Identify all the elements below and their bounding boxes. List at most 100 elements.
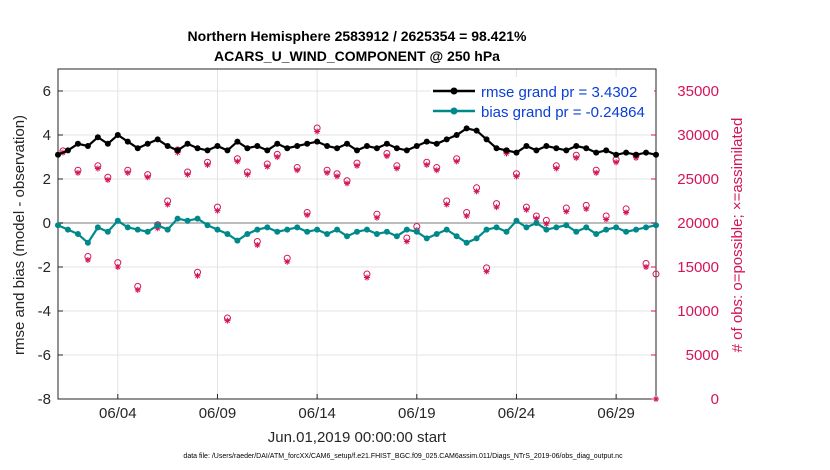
y-tick-label-left: 0 xyxy=(43,215,51,232)
assimilated-obs-point xyxy=(354,162,360,169)
rmse-point xyxy=(184,140,191,147)
assimilated-obs-point xyxy=(463,212,470,219)
assimilated-obs-point xyxy=(224,317,231,324)
rmse-point xyxy=(284,145,291,152)
assimilated-obs-point xyxy=(643,264,650,270)
assimilated-obs-point xyxy=(633,154,640,161)
rmse-point xyxy=(433,140,440,147)
bias-point xyxy=(653,222,659,229)
bias-point xyxy=(234,237,241,244)
bias-point xyxy=(274,228,281,235)
bias-point xyxy=(204,222,211,229)
assimilated-obs-point xyxy=(473,188,480,195)
bias-point xyxy=(134,226,141,233)
assimilated-obs-point xyxy=(254,242,261,248)
assimilated-obs-point xyxy=(124,169,131,176)
y-axis-label-left: rmse and bias (model - observation) xyxy=(11,115,28,355)
y-tick-label-left: 6 xyxy=(43,83,51,100)
rmse-point xyxy=(64,147,71,154)
bias-point xyxy=(194,215,201,222)
bias-point xyxy=(74,231,81,237)
bias-point xyxy=(473,235,480,242)
rmse-point xyxy=(643,149,650,156)
bias-point xyxy=(523,224,530,231)
rmse-point xyxy=(413,143,420,149)
bias-point xyxy=(214,226,221,233)
assimilated-obs-point xyxy=(194,272,201,279)
bias-point xyxy=(144,228,151,235)
rmse-point xyxy=(55,151,61,158)
rmse-point xyxy=(324,143,331,149)
bias-point xyxy=(423,235,430,242)
y-tick-label-left: -4 xyxy=(38,303,51,320)
assimilated-obs-point xyxy=(653,396,659,402)
bias-point xyxy=(224,231,231,237)
rmse-point xyxy=(144,140,151,147)
bias-point xyxy=(503,228,510,235)
assimilated-obs-point xyxy=(403,238,410,245)
assimilated-obs-point xyxy=(563,208,570,215)
bias-point xyxy=(383,228,390,235)
y-tick-label-left: -8 xyxy=(38,391,51,408)
bias-point xyxy=(304,228,311,235)
assimilated-obs-point xyxy=(234,158,241,165)
assimilated-obs-point xyxy=(314,128,321,135)
rmse-point xyxy=(94,134,101,141)
bias-point xyxy=(623,228,630,235)
assimilated-obs-point xyxy=(543,220,550,227)
assimilated-obs-point xyxy=(443,201,450,208)
y-tick-label-left: 4 xyxy=(43,127,51,144)
legend-rmse-marker xyxy=(450,87,458,95)
assimilated-obs-point xyxy=(363,274,370,281)
x-axis-label: Jun.01,2019 00:00:00 start xyxy=(268,429,447,446)
bias-point xyxy=(244,231,251,237)
x-tick-label: 06/24 xyxy=(498,405,536,422)
bias-point xyxy=(513,217,520,224)
rmse-point xyxy=(114,132,121,138)
bias-point xyxy=(453,233,460,240)
rmse-point xyxy=(194,145,201,152)
bias-point xyxy=(463,239,470,246)
bias-point xyxy=(613,224,620,231)
bias-point xyxy=(483,226,490,233)
assimilated-obs-point xyxy=(94,165,101,172)
assimilated-obs-point xyxy=(294,167,301,174)
assimilated-obs-point xyxy=(533,215,540,222)
x-tick-label: 06/14 xyxy=(298,405,336,422)
rmse-point xyxy=(383,140,390,147)
bias-point xyxy=(533,220,540,226)
assimilated-obs-point xyxy=(274,154,281,160)
assimilated-obs-point xyxy=(433,167,440,174)
bias-point xyxy=(563,222,570,229)
bias-point xyxy=(314,226,321,233)
bias-point xyxy=(94,224,101,231)
bias-point xyxy=(373,231,380,237)
bias-point xyxy=(344,233,351,240)
rmse-point xyxy=(363,143,370,149)
chart-title-line1: Northern Hemisphere 2583912 / 2625354 = … xyxy=(188,28,527,44)
rmse-point xyxy=(234,138,241,145)
y-tick-label-right: 30000 xyxy=(677,127,719,144)
bias-point xyxy=(493,224,500,231)
assimilated-obs-point xyxy=(573,154,580,161)
y-tick-label-left: -6 xyxy=(38,347,51,364)
plot-frame xyxy=(57,68,657,400)
rmse-point xyxy=(334,145,341,152)
bias-point xyxy=(573,228,580,235)
bias-point xyxy=(363,226,370,233)
assimilated-obs-point xyxy=(453,158,460,165)
rmse-point xyxy=(304,140,311,147)
legend-bias-label: bias grand pr = -0.24864 xyxy=(481,104,645,121)
bias-point xyxy=(254,226,261,233)
rmse-point xyxy=(274,140,281,147)
assimilated-obs-point xyxy=(164,201,171,208)
bias-point xyxy=(294,224,301,231)
bias-point xyxy=(184,217,191,224)
rmse-point xyxy=(563,147,570,154)
rmse-point xyxy=(224,147,231,154)
assimilated-obs-point xyxy=(114,264,121,270)
bias-point xyxy=(643,224,650,231)
bias-point xyxy=(154,222,161,229)
rmse-point xyxy=(314,138,321,145)
